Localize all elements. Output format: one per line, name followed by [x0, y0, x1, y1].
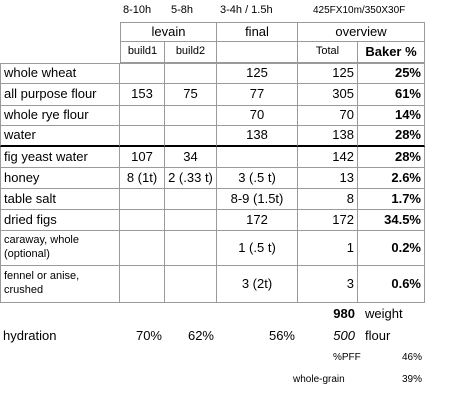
row-label: whole wheat [0, 63, 120, 84]
row-value [165, 126, 217, 147]
row-value: 13 [298, 168, 358, 189]
hydration-value: 56% [268, 327, 295, 343]
row-value: 70 [217, 106, 298, 126]
row-label: water [0, 126, 120, 147]
row-value: 3 [298, 266, 358, 303]
row-value: 14% [358, 106, 425, 126]
row-value [217, 147, 298, 168]
row-value [165, 63, 217, 84]
row-value: 172 [298, 210, 358, 231]
row-value: 70 [298, 106, 358, 126]
pff-value: 46% [401, 351, 422, 363]
row-value: 61% [358, 84, 425, 106]
row-value [120, 126, 165, 147]
whole-grain-label: whole-grain [293, 373, 345, 385]
flour-value: 500 [333, 327, 355, 343]
row-value: 3 (2t) [217, 266, 298, 303]
row-value: 138 [217, 126, 298, 147]
row-value: 8-9 (1.5t) [217, 189, 298, 210]
row-label: table salt [0, 189, 120, 210]
time: 5-8h [171, 4, 194, 17]
row-value: 142 [298, 147, 358, 168]
row-value: 1.7% [358, 189, 425, 210]
row-value: 3 (.5 t) [217, 168, 298, 189]
row-value: 8 [298, 189, 358, 210]
hydration-value: 62% [187, 327, 214, 343]
row-value: 25% [358, 63, 425, 84]
row-value: 2.6% [358, 168, 425, 189]
weight-label: weight [365, 305, 403, 321]
row-label: all purpose flour [0, 84, 120, 106]
row-label: fennel or anise, crushed [0, 266, 120, 303]
row-label: fig yeast water [0, 147, 120, 168]
row-value [165, 189, 217, 210]
column-header: build1 [120, 42, 165, 63]
time: 8-10h [123, 4, 152, 17]
hydration-value: 70% [135, 327, 162, 343]
weight-value: 980 [333, 305, 355, 321]
row-value: 153 [120, 84, 165, 106]
row-value: 125 [298, 63, 358, 84]
row-label: caraway, whole (optional) [0, 231, 120, 266]
row-value: 138 [298, 126, 358, 147]
group-header: final [217, 22, 298, 42]
column-header: Total [298, 42, 358, 63]
row-value: 77 [217, 84, 298, 106]
row-value: 305 [298, 84, 358, 106]
row-value: 0.2% [358, 231, 425, 266]
column-header: Baker % [358, 42, 425, 63]
row-value: 172 [217, 210, 298, 231]
row-value [120, 189, 165, 210]
row-value [120, 63, 165, 84]
flour-label: flour [365, 327, 391, 343]
time: 425FX10m/350X30F [313, 4, 406, 16]
row-value: 34.5% [358, 210, 425, 231]
row-value: 1 [298, 231, 358, 266]
row-value [165, 106, 217, 126]
row-value: 107 [120, 147, 165, 168]
row-label: whole rye flour [0, 106, 120, 126]
pff-label: %PFF [333, 351, 361, 363]
whole-grain-value: 39% [401, 373, 422, 385]
row-label: dried figs [0, 210, 120, 231]
row-value [165, 231, 217, 266]
row-value: 125 [217, 63, 298, 84]
row-value: 28% [358, 126, 425, 147]
row-value: 8 (1t) [120, 168, 165, 189]
row-value [120, 106, 165, 126]
row-value [165, 210, 217, 231]
row-label: honey [0, 168, 120, 189]
group-header: overview [298, 22, 425, 42]
row-value [165, 266, 217, 303]
row-value: 0.6% [358, 266, 425, 303]
row-value [120, 210, 165, 231]
row-value: 1 (.5 t) [217, 231, 298, 266]
time: 3-4h / 1.5h [220, 4, 273, 17]
row-value: 34 [165, 147, 217, 168]
hydration-label: hydration [3, 327, 57, 343]
column-header [217, 42, 298, 63]
row-value: 28% [358, 147, 425, 168]
group-header: levain [120, 22, 217, 42]
row-value [120, 231, 165, 266]
row-value [120, 266, 165, 303]
column-header: build2 [165, 42, 217, 63]
row-value: 75 [165, 84, 217, 106]
row-value: 2 (.33 t) [165, 168, 217, 189]
